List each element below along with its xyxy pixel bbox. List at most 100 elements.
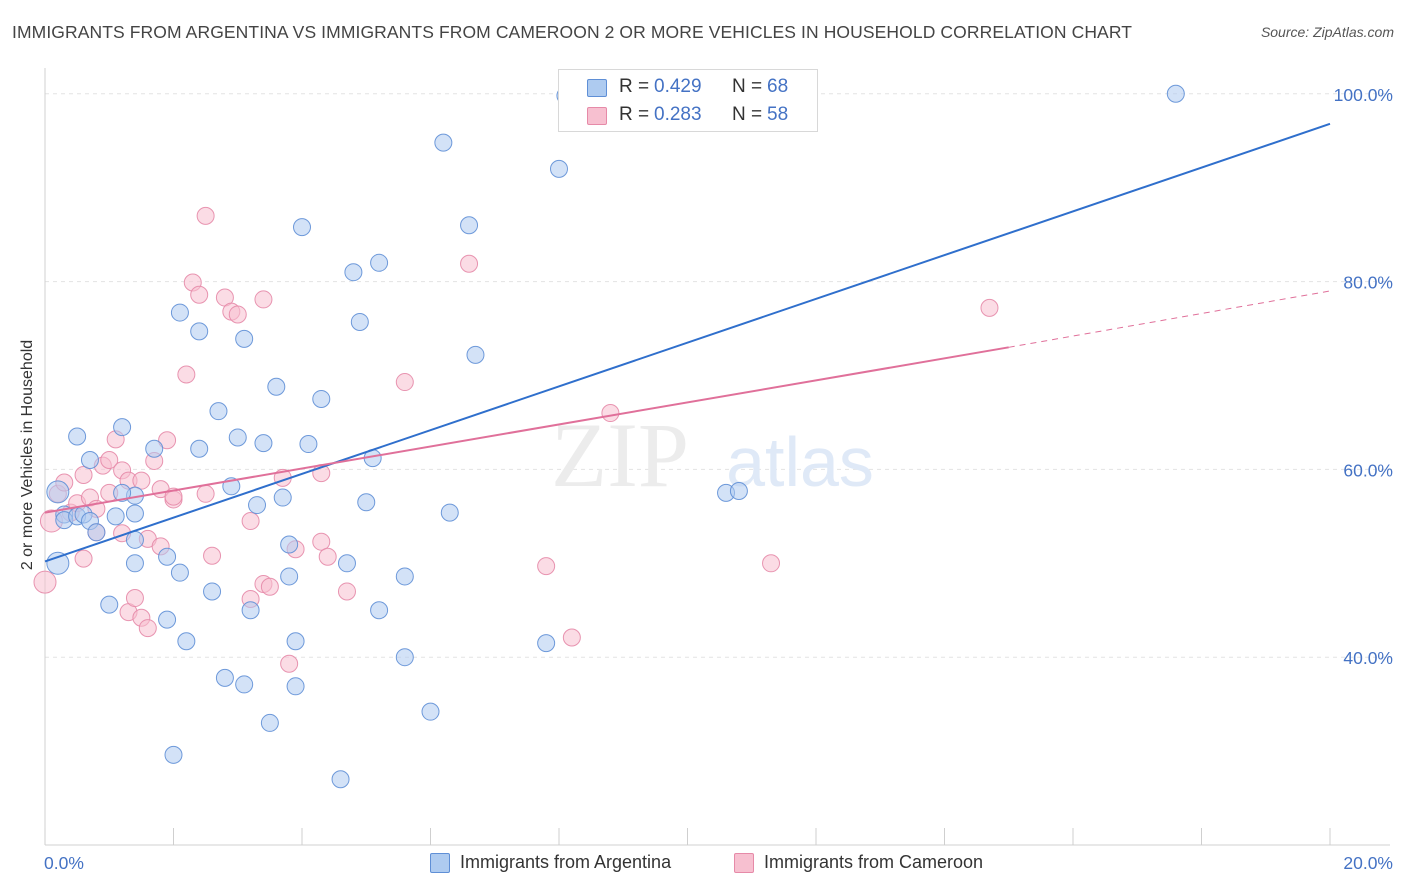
- watermark-zip: ZIP: [551, 404, 689, 506]
- point-argentina: [241, 601, 260, 620]
- point-argentina: [158, 610, 177, 629]
- point-argentina: [293, 218, 311, 237]
- point-argentina: [125, 504, 144, 523]
- legend-n-value: 68: [767, 76, 789, 97]
- point-argentina: [68, 427, 87, 446]
- point-cameroon: [312, 532, 331, 551]
- trend-line-argentina: [44, 122, 1331, 563]
- legend-r-label: R =: [619, 76, 650, 97]
- point-argentina: [434, 133, 453, 152]
- point-argentina: [125, 530, 144, 549]
- point-argentina: [370, 601, 389, 620]
- point-argentina: [215, 668, 234, 687]
- point-argentina: [395, 648, 414, 667]
- point-cameroon: [228, 305, 247, 324]
- point-cameroon: [196, 206, 215, 225]
- point-cameroon: [601, 404, 620, 423]
- axes: [44, 68, 1390, 846]
- point-argentina: [228, 428, 247, 447]
- point-cameroon: [203, 546, 222, 565]
- watermark: ZIP atlas: [551, 404, 874, 506]
- stats-legend: R = 0.429 N = 68 R = 0.283 N = 58: [558, 69, 818, 132]
- point-cameroon: [164, 487, 183, 506]
- data-points: [33, 84, 1185, 789]
- legend-r-value: 0.429: [654, 76, 702, 97]
- point-argentina: [164, 745, 183, 764]
- point-cameroon: [125, 589, 144, 608]
- point-argentina: [286, 632, 305, 651]
- point-argentina: [209, 402, 228, 421]
- legend-n-label: N =: [732, 104, 763, 125]
- point-argentina: [190, 439, 209, 458]
- point-argentina: [729, 481, 748, 500]
- point-cameroon: [241, 512, 260, 531]
- watermark-atlas: atlas: [726, 423, 874, 501]
- point-cameroon: [460, 254, 479, 273]
- point-cameroon: [132, 471, 151, 490]
- point-cameroon: [318, 547, 337, 566]
- point-cameroon: [260, 577, 279, 596]
- legend-swatch-blue: [587, 79, 607, 97]
- y-tick-label: 40.0%: [1343, 648, 1393, 668]
- grid-lines: [45, 93, 1392, 658]
- point-argentina: [145, 439, 164, 458]
- point-argentina: [254, 434, 273, 453]
- point-cameroon: [74, 549, 93, 568]
- point-argentina: [344, 263, 363, 282]
- point-argentina: [267, 377, 286, 396]
- chart-title: IMMIGRANTS FROM ARGENTINA VS IMMIGRANTS …: [12, 22, 1133, 42]
- x-tick-label: 20.0%: [1343, 853, 1393, 873]
- point-argentina: [350, 312, 369, 331]
- point-argentina: [46, 551, 70, 575]
- point-argentina: [273, 488, 292, 507]
- series-legend-argentina: Immigrants from Argentina: [460, 852, 672, 872]
- point-argentina: [106, 507, 125, 526]
- point-cameroon: [158, 431, 177, 450]
- point-argentina: [235, 329, 254, 348]
- point-argentina: [177, 632, 196, 651]
- point-cameroon: [762, 554, 781, 573]
- point-cameroon: [138, 619, 157, 638]
- point-argentina: [1166, 84, 1185, 103]
- y-tick-label: 80.0%: [1343, 273, 1393, 293]
- point-argentina: [337, 554, 356, 573]
- point-cameroon: [74, 466, 93, 485]
- point-argentina: [395, 567, 414, 586]
- series-legend-swatch-cameroon: [734, 853, 754, 873]
- point-cameroon: [562, 628, 581, 647]
- point-cameroon: [980, 298, 999, 317]
- point-argentina: [170, 563, 189, 582]
- y-tick-label: 60.0%: [1343, 460, 1393, 480]
- point-cameroon: [190, 285, 209, 304]
- point-cameroon: [280, 654, 299, 673]
- legend-r-value: 0.283: [654, 104, 702, 125]
- trend-lines: [44, 122, 1331, 563]
- point-argentina: [260, 713, 279, 732]
- point-argentina: [421, 702, 440, 721]
- point-argentina: [331, 770, 350, 789]
- point-argentina: [46, 480, 70, 504]
- point-cameroon: [177, 365, 196, 384]
- y-axis-label: 2 or more Vehicles in Household: [19, 339, 36, 571]
- point-argentina: [299, 435, 318, 454]
- series-legend-cameroon: Immigrants from Cameroon: [764, 852, 984, 872]
- point-argentina: [170, 303, 189, 322]
- point-argentina: [113, 483, 132, 502]
- legend-n-label: N =: [732, 76, 763, 97]
- trend-line-cameroon-extension: [1008, 290, 1331, 348]
- point-argentina: [113, 418, 132, 437]
- point-argentina: [203, 582, 222, 601]
- point-argentina: [280, 535, 299, 554]
- point-argentina: [537, 634, 556, 653]
- point-argentina: [370, 253, 389, 272]
- point-argentina: [125, 554, 144, 573]
- series-legend-swatch-argentina: [430, 853, 450, 873]
- point-argentina: [80, 451, 99, 469]
- point-argentina: [158, 547, 177, 566]
- point-cameroon: [196, 484, 215, 503]
- point-argentina: [550, 159, 568, 178]
- source-label: Source: ZipAtlas.com: [1260, 24, 1394, 40]
- point-argentina: [87, 523, 106, 542]
- point-cameroon: [337, 582, 356, 601]
